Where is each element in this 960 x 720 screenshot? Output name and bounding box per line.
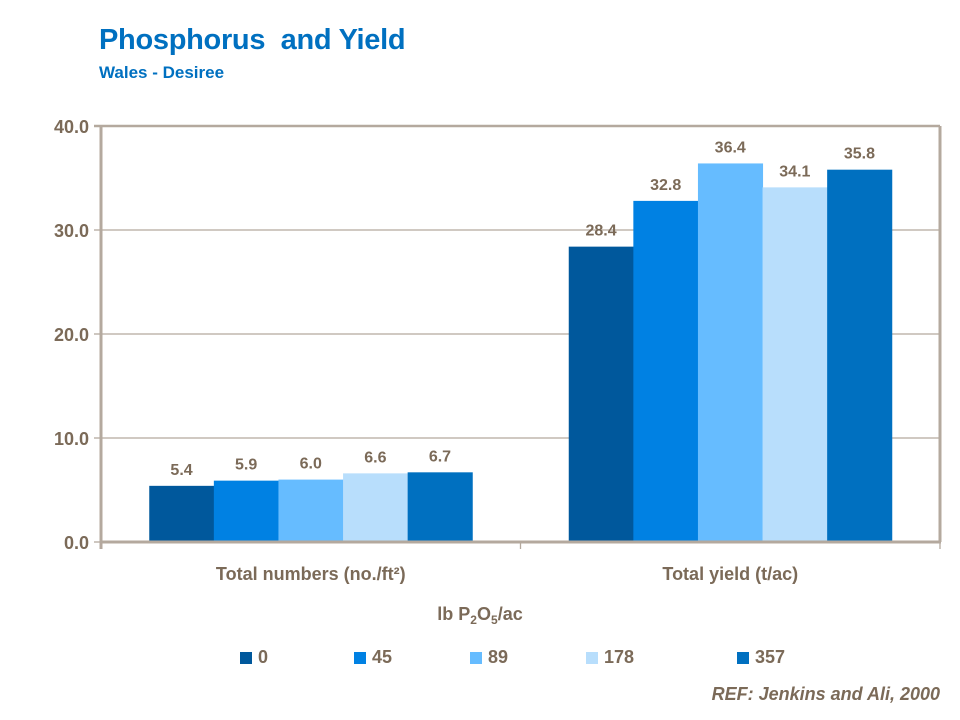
bar-357-0 <box>407 472 473 542</box>
legend-label: 178 <box>604 647 635 667</box>
bar-178-0 <box>343 473 409 542</box>
bar-89-1 <box>697 163 764 542</box>
bar-45-1 <box>633 200 699 542</box>
data-label: 5.4 <box>170 462 192 479</box>
legend-item-0: 0 <box>240 647 268 668</box>
x-axis-title-prefix: lb P <box>437 604 471 624</box>
data-label: 28.4 <box>585 223 616 240</box>
category-label: Total numbers (no./ft²) <box>216 564 406 584</box>
y-tick-label: 0.0 <box>64 533 89 553</box>
data-label: 5.9 <box>235 457 257 474</box>
legend-label: 0 <box>258 647 269 667</box>
data-labels: 5.4 5.9 6.0 6.6 6.7 28.4 32.8 36.4 34.1 35.8 <box>170 139 875 478</box>
bar-0-0 <box>149 485 215 542</box>
legend-item-178: 178 <box>586 647 634 668</box>
category-label: Total yield (t/ac) <box>662 564 798 584</box>
legend-swatch <box>470 651 482 664</box>
data-label: 6.7 <box>429 448 451 465</box>
legend-swatch <box>240 651 252 664</box>
axes: 0.0 10.0 20.0 30.0 40.0 Total numbers (no./ft… <box>54 117 942 584</box>
x-axis-title-mid: O <box>476 604 491 624</box>
x-axis-title-sub2: 5 <box>491 613 498 627</box>
legend-swatch <box>354 651 366 664</box>
x-axis-title-sub1: 2 <box>470 613 477 627</box>
bar-178-1 <box>762 187 828 543</box>
bars <box>149 163 893 543</box>
legend-label: 89 <box>488 647 509 667</box>
x-axis-title-suffix: /ac <box>497 604 523 624</box>
data-label: 35.8 <box>844 146 875 163</box>
legend-item-357: 357 <box>737 647 785 668</box>
legend-label: 45 <box>372 647 393 667</box>
y-tick-label: 40.0 <box>54 117 89 137</box>
bar-chart: 0.0 10.0 20.0 30.0 40.0 Total numbers (no./ft… <box>54 117 942 584</box>
bar-0-1 <box>568 246 634 542</box>
reference-note: REF: Jenkins and Ali, 2000 <box>711 684 940 704</box>
bar-45-0 <box>213 480 279 542</box>
data-label: 34.1 <box>779 163 810 180</box>
legend-item-45: 45 <box>354 647 392 668</box>
bar-357-1 <box>827 169 893 542</box>
data-label: 36.4 <box>715 139 746 156</box>
legend-swatch <box>737 651 749 664</box>
legend-label: 357 <box>755 647 786 667</box>
y-tick-label: 30.0 <box>54 221 89 241</box>
data-label: 6.6 <box>364 449 386 466</box>
data-label: 6.0 <box>300 456 322 473</box>
chart-subtitle: Wales - Desiree <box>99 63 225 82</box>
legend-item-89: 89 <box>470 647 508 668</box>
y-tick-label: 20.0 <box>54 325 89 345</box>
legend-swatch <box>586 651 598 664</box>
x-axis-title: lb P2O5/ac <box>0 604 960 627</box>
legend: 0 45 89 178 357 <box>0 647 960 671</box>
chart-title: Phosphorus and Yield <box>99 24 406 56</box>
y-tick-label: 10.0 <box>54 429 89 449</box>
data-label: 32.8 <box>650 177 681 194</box>
bar-89-0 <box>278 479 344 542</box>
